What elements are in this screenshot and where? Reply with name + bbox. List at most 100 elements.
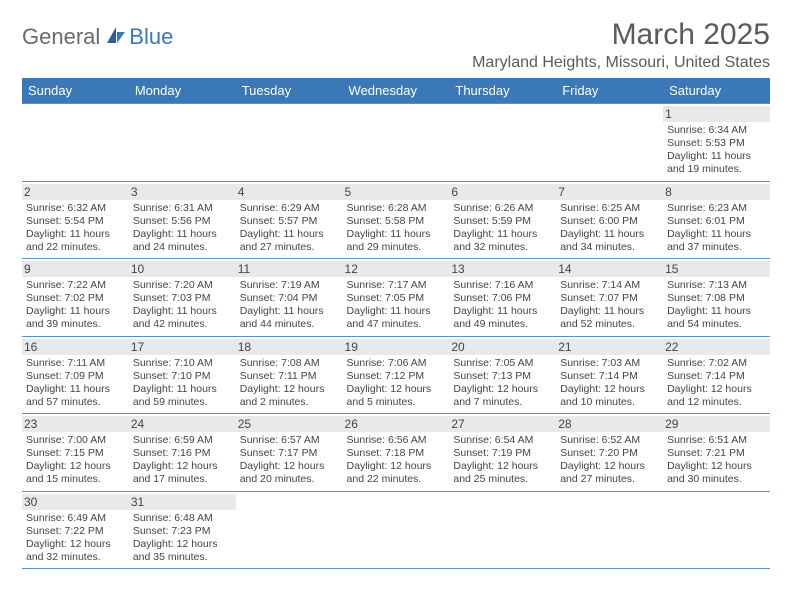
sunrise-text: Sunrise: 7:17 AM (347, 279, 446, 292)
sunset-text: Sunset: 7:03 PM (133, 292, 232, 305)
sunrise-text: Sunrise: 6:56 AM (347, 434, 446, 447)
sunrise-text: Sunrise: 7:06 AM (347, 357, 446, 370)
sunset-text: Sunset: 7:22 PM (26, 525, 125, 538)
sunset-text: Sunset: 6:01 PM (667, 215, 766, 228)
sunset-text: Sunset: 6:00 PM (560, 215, 659, 228)
day-cell (343, 491, 450, 569)
day-info: Sunrise: 7:19 AMSunset: 7:04 PMDaylight:… (240, 279, 339, 332)
day-number: 26 (343, 416, 450, 432)
sunrise-text: Sunrise: 6:31 AM (133, 202, 232, 215)
daylight-text: Daylight: 12 hours and 5 minutes. (347, 383, 446, 409)
day-info: Sunrise: 7:20 AMSunset: 7:03 PMDaylight:… (133, 279, 232, 332)
day-number: 15 (663, 261, 770, 277)
sunrise-text: Sunrise: 6:26 AM (453, 202, 552, 215)
calendar-table: SundayMondayTuesdayWednesdayThursdayFrid… (22, 78, 770, 569)
logo: General Blue (22, 24, 173, 50)
sunrise-text: Sunrise: 6:52 AM (560, 434, 659, 447)
day-cell: 26 Sunrise: 6:56 AMSunset: 7:18 PMDayligh… (343, 414, 450, 492)
day-cell (129, 104, 236, 182)
day-number: 3 (129, 184, 236, 200)
daylight-text: Daylight: 11 hours and 54 minutes. (667, 305, 766, 331)
sunrise-text: Sunrise: 6:29 AM (240, 202, 339, 215)
sunset-text: Sunset: 7:21 PM (667, 447, 766, 460)
sunset-text: Sunset: 7:08 PM (667, 292, 766, 305)
sunrise-text: Sunrise: 7:11 AM (26, 357, 125, 370)
sunset-text: Sunset: 7:14 PM (560, 370, 659, 383)
day-cell: 11Sunrise: 7:19 AMSunset: 7:04 PMDayligh… (236, 259, 343, 337)
sunrise-text: Sunrise: 6:51 AM (667, 434, 766, 447)
sunset-text: Sunset: 7:02 PM (26, 292, 125, 305)
day-info: Sunrise: 7:02 AMSunset: 7:14 PMDaylight:… (667, 357, 766, 410)
day-cell: 10Sunrise: 7:20 AMSunset: 7:03 PMDayligh… (129, 259, 236, 337)
sunset-text: Sunset: 7:10 PM (133, 370, 232, 383)
daylight-text: Daylight: 12 hours and 25 minutes. (453, 460, 552, 486)
logo-text-blue: Blue (129, 24, 173, 50)
day-cell (236, 104, 343, 182)
daylight-text: Daylight: 11 hours and 32 minutes. (453, 228, 552, 254)
sunset-text: Sunset: 7:15 PM (26, 447, 125, 460)
daylight-text: Daylight: 11 hours and 57 minutes. (26, 383, 125, 409)
sunrise-text: Sunrise: 7:20 AM (133, 279, 232, 292)
week-row: 16Sunrise: 7:11 AMSunset: 7:09 PMDayligh… (22, 336, 770, 414)
sunrise-text: Sunrise: 7:02 AM (667, 357, 766, 370)
daylight-text: Daylight: 11 hours and 42 minutes. (133, 305, 232, 331)
daylight-text: Daylight: 12 hours and 12 minutes. (667, 383, 766, 409)
week-row: 9Sunrise: 7:22 AMSunset: 7:02 PMDaylight… (22, 259, 770, 337)
day-info: Sunrise: 7:11 AMSunset: 7:09 PMDaylight:… (26, 357, 125, 410)
day-number: 16 (22, 339, 129, 355)
daylight-text: Daylight: 12 hours and 27 minutes. (560, 460, 659, 486)
daylight-text: Daylight: 12 hours and 10 minutes. (560, 383, 659, 409)
sunrise-text: Sunrise: 7:19 AM (240, 279, 339, 292)
day-cell: 6Sunrise: 6:26 AMSunset: 5:59 PMDaylight… (449, 181, 556, 259)
sunset-text: Sunset: 7:18 PM (347, 447, 446, 460)
daylight-text: Daylight: 12 hours and 22 minutes. (347, 460, 446, 486)
logo-text-general: General (22, 24, 100, 50)
day-number: 5 (343, 184, 450, 200)
daylight-text: Daylight: 11 hours and 47 minutes. (347, 305, 446, 331)
day-cell: 27Sunrise: 6:54 AMSunset: 7:19 PMDayligh… (449, 414, 556, 492)
sunset-text: Sunset: 7:14 PM (667, 370, 766, 383)
sunset-text: Sunset: 7:20 PM (560, 447, 659, 460)
day-info: Sunrise: 6:48 AMSunset: 7:23 PMDaylight:… (133, 512, 232, 565)
sunset-text: Sunset: 5:54 PM (26, 215, 125, 228)
week-row: 1Sunrise: 6:34 AMSunset: 5:53 PMDaylight… (22, 104, 770, 182)
day-info: Sunrise: 6:25 AMSunset: 6:00 PMDaylight:… (560, 202, 659, 255)
weekday-header: Saturday (663, 78, 770, 104)
day-cell (236, 491, 343, 569)
sunset-text: Sunset: 7:13 PM (453, 370, 552, 383)
day-cell: 4Sunrise: 6:29 AMSunset: 5:57 PMDaylight… (236, 181, 343, 259)
sunrise-text: Sunrise: 6:34 AM (667, 124, 766, 137)
daylight-text: Daylight: 12 hours and 15 minutes. (26, 460, 125, 486)
daylight-text: Daylight: 11 hours and 24 minutes. (133, 228, 232, 254)
sunrise-text: Sunrise: 6:54 AM (453, 434, 552, 447)
day-number: 29 (663, 416, 770, 432)
daylight-text: Daylight: 11 hours and 44 minutes. (240, 305, 339, 331)
sunset-text: Sunset: 7:09 PM (26, 370, 125, 383)
day-number: 20 (449, 339, 556, 355)
sunset-text: Sunset: 7:06 PM (453, 292, 552, 305)
sunrise-text: Sunrise: 6:23 AM (667, 202, 766, 215)
daylight-text: Daylight: 11 hours and 19 minutes. (667, 150, 766, 176)
daylight-text: Daylight: 11 hours and 37 minutes. (667, 228, 766, 254)
daylight-text: Daylight: 11 hours and 29 minutes. (347, 228, 446, 254)
day-number: 6 (449, 184, 556, 200)
day-cell: 3 Sunrise: 6:31 AMSunset: 5:56 PMDaylight… (129, 181, 236, 259)
sunrise-text: Sunrise: 6:25 AM (560, 202, 659, 215)
day-cell: 22Sunrise: 7:02 AMSunset: 7:14 PMDayligh… (663, 336, 770, 414)
sunrise-text: Sunrise: 6:32 AM (26, 202, 125, 215)
day-number: 28 (556, 416, 663, 432)
day-cell: 5 Sunrise: 6:28 AMSunset: 5:58 PMDaylight… (343, 181, 450, 259)
day-cell: 29Sunrise: 6:51 AMSunset: 7:21 PMDayligh… (663, 414, 770, 492)
daylight-text: Daylight: 11 hours and 52 minutes. (560, 305, 659, 331)
day-info: Sunrise: 7:00 AMSunset: 7:15 PMDaylight:… (26, 434, 125, 487)
day-number: 17 (129, 339, 236, 355)
day-cell: 18Sunrise: 7:08 AMSunset: 7:11 PMDayligh… (236, 336, 343, 414)
day-info: Sunrise: 6:31 AMSunset: 5:56 PMDaylight:… (133, 202, 232, 255)
day-number: 30 (22, 494, 129, 510)
daylight-text: Daylight: 12 hours and 17 minutes. (133, 460, 232, 486)
day-cell: 14Sunrise: 7:14 AMSunset: 7:07 PMDayligh… (556, 259, 663, 337)
sunset-text: Sunset: 5:58 PM (347, 215, 446, 228)
weekday-header: Wednesday (343, 78, 450, 104)
day-number: 1 (663, 106, 770, 122)
sunrise-text: Sunrise: 6:28 AM (347, 202, 446, 215)
